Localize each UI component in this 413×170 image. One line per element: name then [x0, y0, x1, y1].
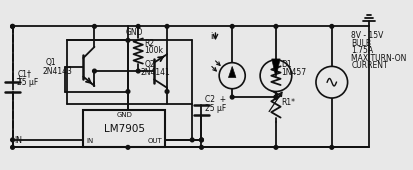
Circle shape [11, 24, 14, 28]
Text: 1N457: 1N457 [282, 68, 306, 77]
Circle shape [165, 24, 169, 28]
Text: Q2: Q2 [145, 60, 155, 69]
Text: C2  +: C2 + [205, 95, 226, 104]
Circle shape [330, 24, 334, 28]
Circle shape [274, 95, 278, 99]
Text: 2N4143: 2N4143 [43, 66, 72, 75]
Circle shape [274, 146, 278, 149]
Text: GND: GND [117, 112, 133, 118]
Circle shape [126, 90, 130, 93]
Text: C1†: C1† [17, 69, 31, 78]
Text: R1*: R1* [282, 98, 296, 107]
Circle shape [316, 66, 348, 98]
Text: 25 μF: 25 μF [17, 78, 38, 87]
Text: 25 μF: 25 μF [205, 104, 226, 113]
Text: Q1: Q1 [46, 58, 57, 67]
Circle shape [199, 138, 203, 142]
Circle shape [93, 24, 96, 28]
Text: BULB: BULB [351, 39, 371, 48]
Text: CURRENT: CURRENT [351, 61, 388, 70]
Text: IN: IN [14, 137, 22, 146]
Circle shape [93, 69, 96, 73]
Text: 8V - 15V: 8V - 15V [351, 31, 384, 40]
Circle shape [219, 63, 245, 89]
Circle shape [199, 146, 203, 149]
Bar [83, 110, 165, 147]
Text: D1: D1 [282, 60, 292, 69]
Text: R2: R2 [144, 39, 154, 48]
Text: LM7905: LM7905 [104, 124, 145, 134]
Circle shape [190, 138, 194, 142]
Text: MAX TURN-ON: MAX TURN-ON [351, 54, 407, 63]
Circle shape [260, 60, 292, 91]
Text: iₗ: iₗ [210, 32, 214, 41]
Polygon shape [272, 59, 280, 78]
Text: GND: GND [126, 28, 144, 37]
Circle shape [330, 146, 334, 149]
Text: +: + [15, 74, 22, 83]
Text: 2N4141: 2N4141 [141, 68, 171, 77]
Circle shape [230, 24, 234, 28]
Text: 100k: 100k [144, 46, 163, 55]
Text: IN: IN [86, 138, 93, 144]
Circle shape [11, 24, 14, 28]
Circle shape [136, 24, 140, 28]
Polygon shape [228, 66, 236, 78]
Circle shape [165, 90, 169, 93]
Circle shape [199, 138, 203, 142]
Text: OUT: OUT [147, 138, 162, 144]
Circle shape [230, 95, 234, 99]
Circle shape [126, 38, 130, 42]
Circle shape [274, 24, 278, 28]
Circle shape [11, 146, 14, 149]
Circle shape [126, 146, 130, 149]
Circle shape [11, 138, 14, 142]
Circle shape [274, 95, 278, 99]
Text: 1.75A: 1.75A [351, 46, 373, 55]
Circle shape [136, 69, 140, 73]
